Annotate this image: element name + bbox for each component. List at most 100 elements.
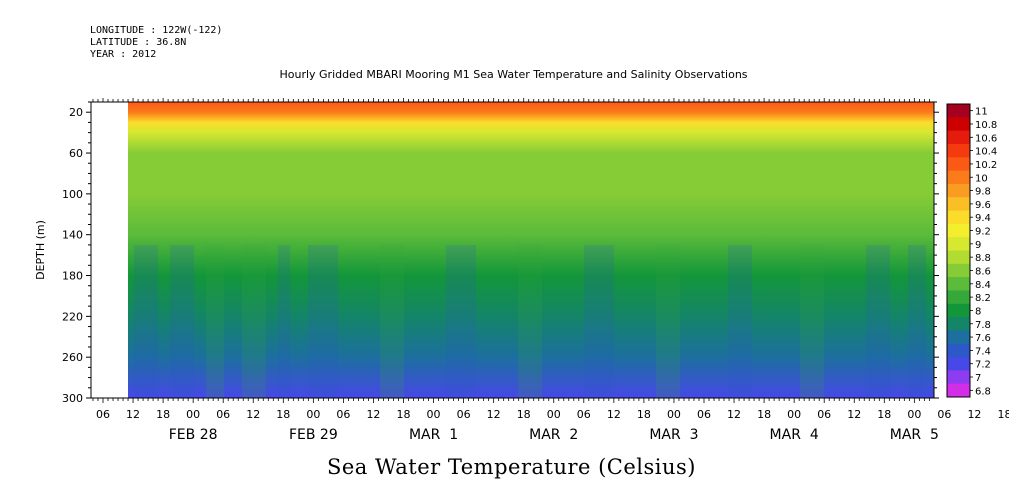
colorbar-label: 10.8	[975, 120, 997, 131]
colorbar-label: 8.2	[975, 293, 991, 304]
x-day-label: MAR 1	[409, 427, 458, 443]
colorbar-label: 9.4	[975, 213, 991, 224]
colorbar-label: 11	[975, 107, 988, 118]
x-hour-label: 12	[967, 408, 981, 421]
x-day-label: MAR 5	[890, 427, 939, 443]
x-hour-label: 06	[817, 408, 831, 421]
colorbar-label: 10.2	[975, 160, 997, 171]
colorbar-label: 8	[975, 306, 981, 317]
x-hour-label: 18	[276, 408, 290, 421]
colorbar-label: 8.6	[975, 266, 991, 277]
latitude-label: LATITUDE : 36.8N	[90, 37, 187, 48]
colorbar-swatch	[947, 117, 970, 132]
x-hour-label: 18	[998, 408, 1009, 421]
x-hour-label: 18	[397, 408, 411, 421]
colorbar-swatch	[947, 210, 970, 225]
colorbar-swatch	[947, 250, 970, 265]
colorbar-swatch	[947, 263, 970, 278]
x-hour-label: 12	[847, 408, 861, 421]
x-hour-label: 00	[547, 408, 561, 421]
y-tick-label: 60	[69, 147, 83, 160]
colorbar-label: 7.8	[975, 320, 991, 331]
x-hour-label: 00	[427, 408, 441, 421]
colorbar-label: 7.2	[975, 360, 991, 371]
colorbar-label: 8.4	[975, 280, 991, 291]
x-hour-label: 06	[96, 408, 110, 421]
x-hour-label: 06	[937, 408, 951, 421]
x-hour-label: 06	[336, 408, 350, 421]
y-axis-label: DEPTH (m)	[34, 220, 47, 280]
x-hour-label: 00	[667, 408, 681, 421]
y-tick-label: 180	[62, 270, 83, 283]
x-day-label: MAR 3	[649, 427, 698, 443]
x-hour-label: 00	[787, 408, 801, 421]
variability-bands	[134, 244, 926, 398]
x-hour-label: 18	[877, 408, 891, 421]
x-day-label: MAR 2	[529, 427, 578, 443]
x-day-label: FEB 29	[289, 427, 338, 443]
x-hour-label: 12	[246, 408, 260, 421]
colorbar-label: 9.8	[975, 187, 991, 198]
x-hour-label: 18	[757, 408, 771, 421]
x-hour-label: 18	[517, 408, 531, 421]
colorbar-swatch	[947, 370, 970, 385]
colorbar-swatch	[947, 157, 970, 171]
colorbar-swatch	[947, 104, 970, 118]
colorbar-label: 7.4	[975, 346, 991, 357]
colorbar-swatch	[947, 343, 970, 358]
x-hour-label: 06	[457, 408, 471, 421]
colorbar-swatch	[947, 290, 970, 305]
colorbar: 11 10.8 10.6 10.4 10.2 10 9.8 9.6 9.4 9.2 9 8.8 8.6 8…	[946, 103, 997, 398]
colorbar-label: 8.8	[975, 253, 991, 264]
colorbar-label: 10.4	[975, 147, 997, 158]
x-hour-label: 12	[126, 408, 140, 421]
colorbar-label: 10.6	[975, 133, 997, 144]
colorbar-swatch	[947, 303, 970, 318]
x-hour-label: 06	[697, 408, 711, 421]
x-hour-label: 00	[186, 408, 200, 421]
colorbar-variable-label: Sea Water Temperature (Celsius)	[326, 455, 696, 479]
x-hour-label: 12	[487, 408, 501, 421]
colorbar-label: 9.2	[975, 227, 991, 238]
x-hour-label: 12	[727, 408, 741, 421]
x-hour-label: 06	[577, 408, 591, 421]
colorbar-swatch	[947, 170, 970, 185]
y-axis: 20 60 100 140 180 220 260 300	[62, 101, 939, 405]
y-tick-label: 220	[62, 310, 83, 323]
x-hour-label: 06	[216, 408, 230, 421]
colorbar-swatch	[947, 277, 970, 291]
colorbar-label: 9	[975, 240, 981, 251]
x-axis: 06 12 18 00 06 12 18 00 06 12 18 00 06 12 18 00 06 12 18 00…	[92, 98, 1009, 443]
y-tick-label: 260	[62, 351, 83, 364]
x-day-label: MAR 4	[770, 427, 819, 443]
y-tick-label: 140	[62, 229, 83, 242]
y-tick-label: 20	[69, 106, 83, 119]
x-hour-label: 18	[637, 408, 651, 421]
x-day-label: FEB 28	[169, 427, 218, 443]
x-hour-label: 12	[607, 408, 621, 421]
colorbar-swatch	[947, 237, 970, 251]
y-tick-label: 100	[62, 188, 83, 201]
colorbar-swatch	[947, 223, 970, 238]
x-hour-label: 18	[156, 408, 170, 421]
chart-title: Hourly Gridded MBARI Mooring M1 Sea Wate…	[279, 68, 748, 81]
colorbar-label: 7	[975, 373, 981, 384]
x-hour-label: 12	[366, 408, 380, 421]
y-tick-label: 300	[62, 392, 83, 405]
x-hour-label: 00	[907, 408, 921, 421]
year-label: YEAR : 2012	[90, 49, 157, 60]
colorbar-swatch	[947, 383, 970, 398]
x-hour-label: 00	[306, 408, 320, 421]
colorbar-swatch	[947, 130, 970, 145]
colorbar-label: 7.6	[975, 333, 991, 344]
colorbar-label: 9.6	[975, 200, 991, 211]
colorbar-swatch	[947, 317, 970, 331]
longitude-label: LONGITUDE : 122W(-122)	[90, 25, 223, 36]
colorbar-swatch	[947, 197, 970, 211]
colorbar-label: 6.8	[975, 386, 991, 397]
colorbar-label: 10	[975, 173, 988, 184]
colorbar-swatch	[947, 143, 970, 158]
plot-frame	[90, 101, 935, 399]
colorbar-swatch	[947, 357, 970, 371]
